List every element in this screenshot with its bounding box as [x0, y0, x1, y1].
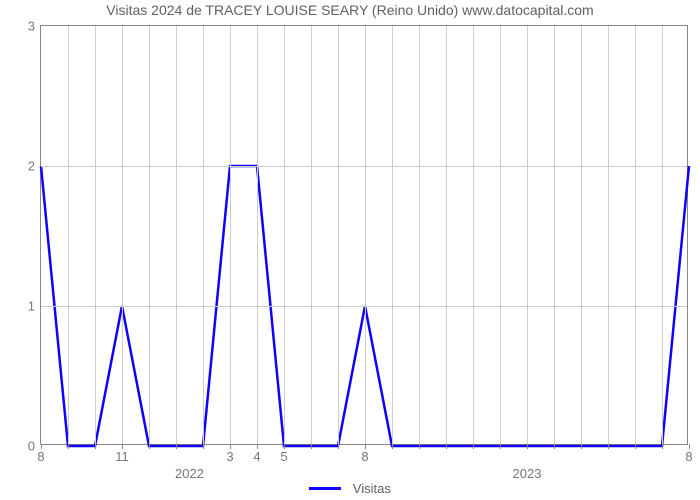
gridline-v [68, 26, 69, 444]
x-tick-mark [554, 444, 555, 449]
x-tick-mark [473, 444, 474, 449]
gridline-v [635, 26, 636, 444]
x-tick-label: 8 [361, 444, 368, 464]
x-tick-mark [446, 444, 447, 449]
x-tick-mark [500, 444, 501, 449]
chart-wrap: Visitas 2024 de TRACEY LOUISE SEARY (Rei… [0, 0, 700, 500]
gridline-h [41, 166, 687, 167]
x-tick-mark [635, 444, 636, 449]
gridline-v [581, 26, 582, 444]
x-tick-label: 11 [115, 444, 129, 464]
gridline-v [365, 26, 366, 444]
gridline-v [122, 26, 123, 444]
x-tick-mark [581, 444, 582, 449]
gridline-v [419, 26, 420, 444]
y-tick-label: 3 [28, 19, 41, 34]
gridline-v [338, 26, 339, 444]
x-tick-label: 4 [253, 444, 260, 464]
x-tick-mark [608, 444, 609, 449]
gridline-v [662, 26, 663, 444]
gridline-v [311, 26, 312, 444]
gridline-v [149, 26, 150, 444]
gridline-v [446, 26, 447, 444]
gridline-v [95, 26, 96, 444]
gridline-v [608, 26, 609, 444]
y-tick-label: 2 [28, 159, 41, 174]
x-tick-mark [419, 444, 420, 449]
x-tick-mark [149, 444, 150, 449]
gridline-v [203, 26, 204, 444]
legend-swatch [309, 487, 341, 490]
gridline-h [41, 306, 687, 307]
y-tick-label: 1 [28, 299, 41, 314]
x-tick-mark [392, 444, 393, 449]
gridline-v [257, 26, 258, 444]
x-tick-mark [338, 444, 339, 449]
gridline-v [527, 26, 528, 444]
gridline-v [176, 26, 177, 444]
gridline-v [284, 26, 285, 444]
x-tick-label: 8 [685, 444, 692, 464]
gridline-v [473, 26, 474, 444]
x-tick-mark [662, 444, 663, 449]
gridline-v [230, 26, 231, 444]
x-tick-mark [95, 444, 96, 449]
x-tick-label: 8 [37, 444, 44, 464]
x-tick-label: 3 [226, 444, 233, 464]
gridline-v [500, 26, 501, 444]
x-group-label: 2023 [513, 444, 542, 481]
gridline-v [392, 26, 393, 444]
legend-label: Visitas [353, 481, 391, 496]
x-tick-mark [68, 444, 69, 449]
plot-area: 01238113458820222023 [40, 25, 688, 445]
x-tick-label: 5 [280, 444, 287, 464]
legend: Visitas [0, 480, 700, 496]
gridline-v [554, 26, 555, 444]
x-tick-mark [311, 444, 312, 449]
x-group-label: 2022 [175, 444, 204, 481]
chart-title: Visitas 2024 de TRACEY LOUISE SEARY (Rei… [0, 2, 700, 18]
